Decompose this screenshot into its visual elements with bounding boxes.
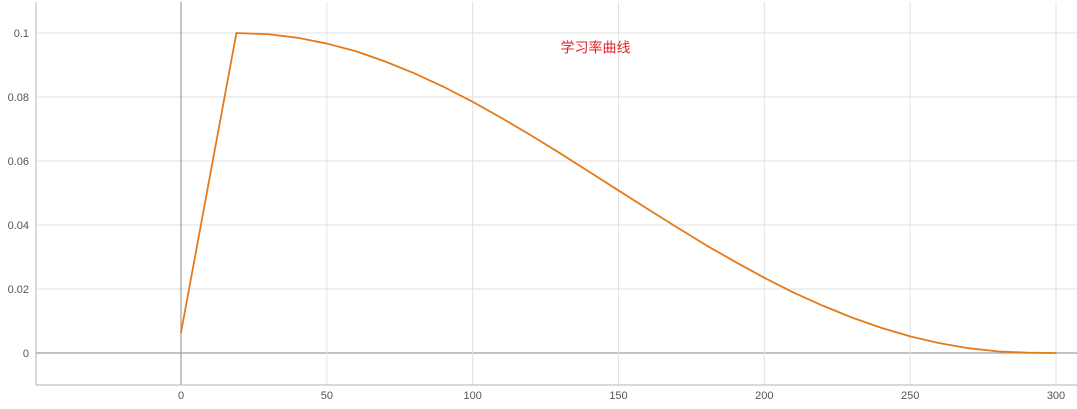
x-tick-label: 250 [901, 390, 919, 402]
x-tick-label: 50 [321, 390, 333, 402]
y-tick-labels: 0 0.02 0.04 0.06 0.08 0.1 [8, 28, 29, 360]
x-tick-label: 300 [1047, 390, 1065, 402]
x-tick-label: 0 [178, 390, 184, 402]
y-tick-label: 0.06 [8, 156, 29, 168]
series-layer [180, 32, 1057, 354]
y-tick-label: 0 [23, 348, 29, 360]
x-tick-label: 100 [463, 390, 481, 402]
chart-annotation: 学习率曲线 [561, 39, 631, 56]
y-tick-label: 0.02 [8, 284, 29, 296]
y-gridlines [36, 32, 1077, 354]
x-tick-label: 150 [609, 390, 627, 402]
x-gridlines [180, 2, 1057, 385]
y-tick-label: 0.1 [14, 28, 29, 40]
x-tick-label: 200 [755, 390, 773, 402]
axes [35, 2, 1077, 386]
y-tick-label: 0.04 [8, 220, 29, 232]
series-line-0 [180, 32, 1057, 354]
y-tick-label: 0.08 [8, 92, 29, 104]
x-tick-labels: 0 50 100 150 200 250 300 [178, 390, 1065, 402]
